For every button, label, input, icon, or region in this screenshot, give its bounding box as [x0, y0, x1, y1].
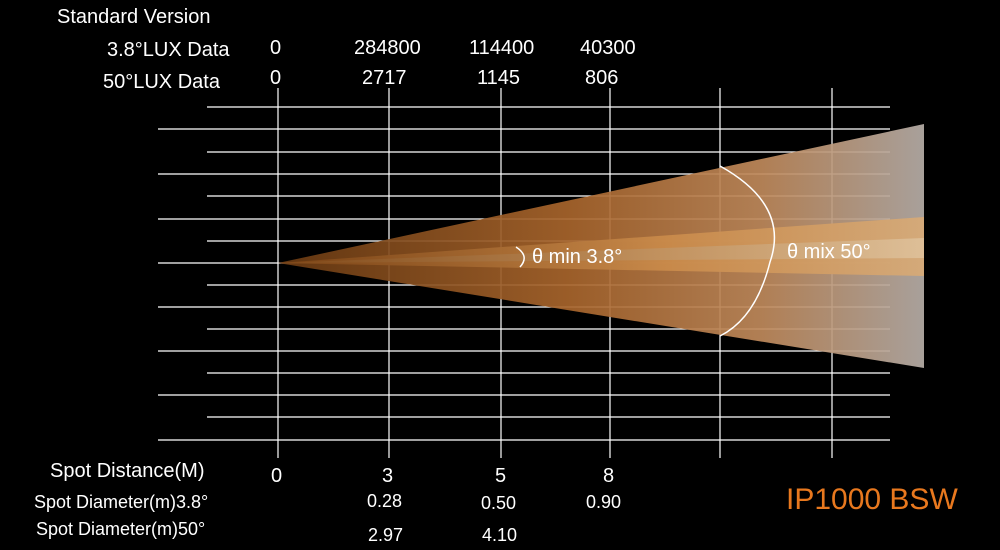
spot-diameter-38-value: 0.50 — [481, 493, 517, 513]
beam-core — [278, 238, 924, 263]
lux-50-label: 50°LUX Data — [103, 71, 220, 93]
min-angle-label: θ min 3.8° — [532, 246, 623, 268]
spot-distance-value: 0 — [271, 465, 283, 487]
min-angle-arc — [515, 246, 525, 268]
max-angle-label: θ mix 50° — [787, 241, 871, 263]
max-angle-arc — [719, 165, 776, 337]
lux-50-value: 0 — [270, 67, 282, 89]
spot-diameter-38-label: Spot Diameter(m)3.8° — [34, 492, 209, 512]
spot-diameter-38-value: 0.90 — [586, 492, 622, 512]
lux-38-label: 3.8°LUX Data — [107, 39, 230, 61]
spot-diameter-50-value: 4.10 — [482, 525, 518, 545]
lux-38-value: 284800 — [354, 37, 421, 59]
lux-38-value: 0 — [270, 37, 282, 59]
lux-50-value: 2717 — [362, 67, 407, 89]
spot-distance-value: 3 — [382, 465, 394, 487]
spot-distance-value: 8 — [603, 465, 615, 487]
spot-diameter-50-value: 2.97 — [368, 525, 404, 545]
lux-50-value: 1145 — [477, 67, 521, 89]
version-title: Standard Version — [57, 6, 211, 28]
lux-38-value: 114400 — [469, 37, 535, 59]
lux-38-value: 40300 — [580, 37, 636, 59]
lux-50-value: 806 — [585, 67, 619, 89]
spot-diameter-38-value: 0.28 — [367, 491, 403, 511]
spot-distance-value: 5 — [495, 465, 507, 487]
spot-distance-label: Spot Distance(M) — [50, 460, 205, 482]
spot-diameter-50-label: Spot Diameter(m)50° — [36, 519, 206, 539]
model-name: IP1000 BSW — [786, 483, 958, 516]
